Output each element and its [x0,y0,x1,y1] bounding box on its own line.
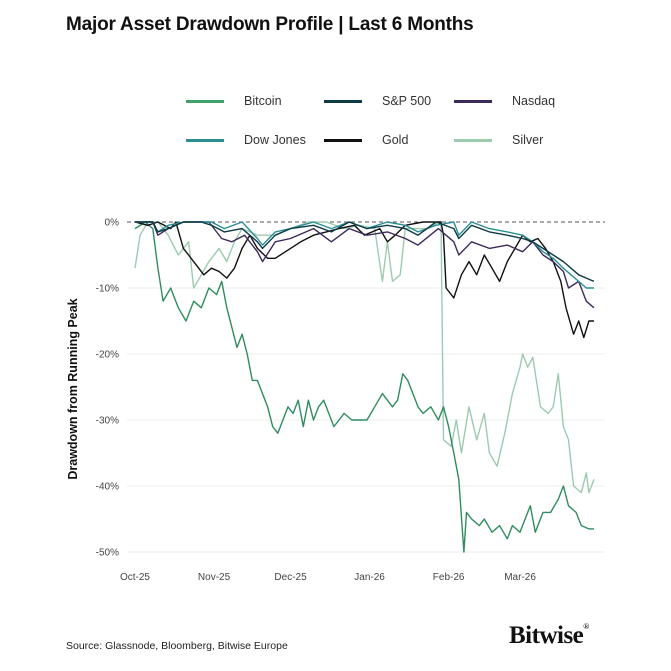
legend-item-nasdaq: Nasdaq [454,94,555,108]
y-tick-label: -40% [96,482,119,493]
series-line-gold [134,221,594,339]
series-line-dow-jones [135,221,594,289]
chart-title: Major Asset Drawdown Profile | Last 6 Mo… [66,14,474,35]
x-tick-label: Oct-25 [120,572,150,583]
legend-swatch [454,138,492,142]
y-tick-label: -50% [96,548,119,559]
x-tick-label: Nov-25 [198,572,231,583]
series-line-bitcoin [134,221,594,553]
legend-swatch [324,99,362,103]
y-tick-label: -20% [96,350,119,361]
legend-label: Silver [512,133,544,147]
legend-swatch [186,138,224,142]
series-line-nasdaq [135,221,595,309]
legend-swatch [324,138,362,142]
legend-label: Bitcoin [244,94,282,108]
legend-label: Dow Jones [244,133,306,147]
series-line-s-p-500 [135,221,595,283]
legend-item-bitcoin: Bitcoin [186,94,282,108]
legend-item-gold: Gold [324,133,408,147]
x-tick-label: Mar-26 [504,572,536,583]
legend-item-dow-jones: Dow Jones [186,133,306,147]
y-tick-label: -30% [96,416,119,427]
legend-label: Nasdaq [512,94,556,108]
legend-label: S&P 500 [382,94,432,108]
y-tick-label: 0% [105,218,120,229]
source-note: Source: Glassnode, Bloomberg, Bitwise Eu… [66,640,288,652]
series-line-silver [134,221,595,494]
legend-swatch [186,99,224,103]
legend-swatch [454,99,492,103]
legend-item-silver: Silver [454,133,543,147]
x-tick-label: Jan-26 [354,572,385,583]
bitwise-logo: Bitwise® [509,622,589,649]
legend-label: Gold [382,133,409,147]
y-tick-label: -10% [96,284,119,295]
legend-item-sp500: S&P 500 [324,94,431,108]
x-tick-label: Dec-25 [274,572,307,583]
x-tick-label: Feb-26 [433,572,465,583]
